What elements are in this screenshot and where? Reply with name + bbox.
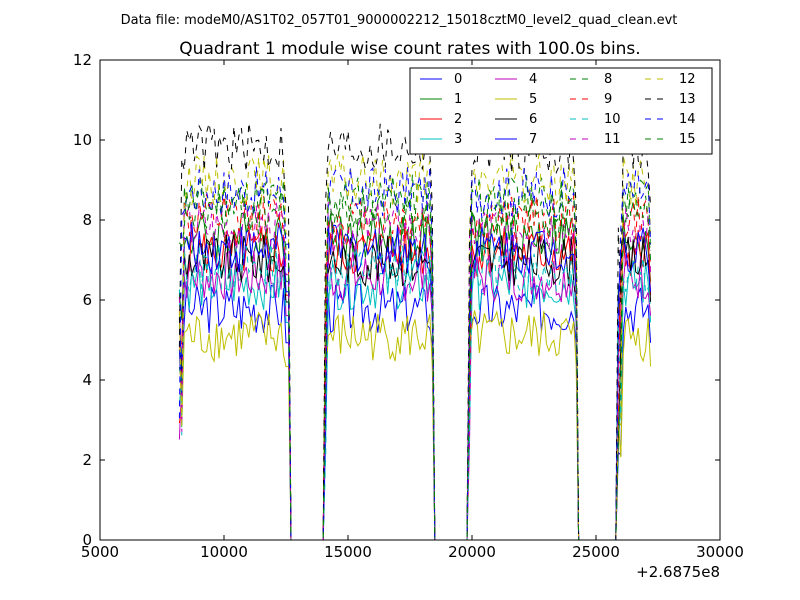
legend-label-13: 13 [679,92,696,107]
legend-label-5: 5 [529,92,537,107]
legend-label-3: 3 [454,132,462,147]
series-line-12 [178,153,652,541]
series-line-6 [178,234,652,541]
x-tick-label: 10000 [200,543,248,561]
legend-label-0: 0 [454,72,462,87]
y-tick-label: 6 [82,291,92,309]
series-line-15 [178,186,652,541]
series-layer [178,122,652,541]
legend-label-1: 1 [454,92,462,107]
legend-label-14: 14 [679,112,696,127]
x-tick-label: 15000 [324,543,372,561]
x-tick-label: 20000 [448,543,496,561]
legend-label-2: 2 [454,112,462,127]
y-tick-label: 4 [82,371,92,389]
series-line-5 [178,310,652,541]
x-tick-label: 25000 [572,543,620,561]
legend-label-15: 15 [679,132,696,147]
chart-title: Quadrant 1 module wise count rates with … [179,39,640,59]
legend-label-11: 11 [604,132,621,147]
series-line-10 [178,242,652,541]
series-line-4 [178,250,652,541]
legend-label-6: 6 [529,112,537,127]
legend-label-12: 12 [679,72,696,87]
series-line-3 [178,258,652,541]
legend-label-4: 4 [529,72,537,87]
x-offset-label: +2.6875e8 [636,563,720,581]
series-line-0 [178,283,652,541]
legend-label-7: 7 [529,132,537,147]
series-line-8 [178,174,652,541]
legend-label-10: 10 [604,112,621,127]
legend-box [409,67,713,155]
x-tick-label: 5000 [81,543,119,561]
y-tick-label: 10 [73,131,92,149]
x-tick-label: 30000 [696,543,744,561]
y-tick-label: 12 [73,51,92,69]
series-line-7 [178,221,652,541]
series-line-13 [178,122,652,541]
y-tick-label: 8 [82,211,92,229]
y-tick-label: 0 [82,531,92,549]
data-file-label: Data file: modeM0/AS1T02_057T01_90000022… [121,13,678,28]
series-line-14 [178,166,652,541]
legend-label-8: 8 [604,72,612,87]
legend-label-9: 9 [604,92,612,107]
y-tick-label: 2 [82,451,92,469]
series-line-9 [178,194,652,541]
